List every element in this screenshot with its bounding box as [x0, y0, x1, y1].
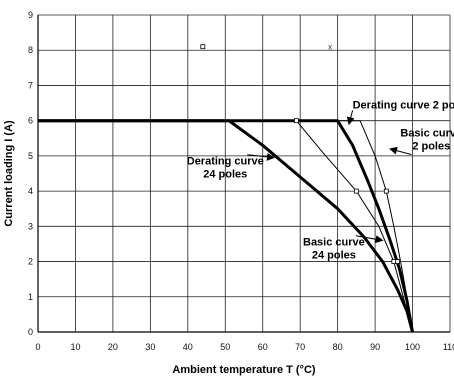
annotation-label: Derating curve 2 poles — [353, 99, 454, 111]
annotation-label: Basic curve 24 poles — [303, 237, 365, 262]
y-tick-label: 2 — [28, 257, 33, 267]
x-axis-title: Ambient temperature T (°C) — [172, 364, 315, 376]
y-axis-title: Current loading I (A) — [3, 120, 15, 227]
y-tick-label: 4 — [28, 186, 33, 196]
annotation-arrow — [349, 110, 353, 124]
x-tick-label: 110 — [443, 342, 454, 352]
x-tick-label: 0 — [35, 342, 40, 352]
data-marker — [294, 119, 298, 123]
x-tick-label: 70 — [295, 342, 305, 352]
data-marker — [384, 189, 388, 193]
stray-mark: x — [328, 43, 332, 52]
annotation-arrow — [390, 149, 411, 155]
annotation-line: Basic curve — [400, 128, 454, 140]
y-tick-label: 3 — [28, 221, 33, 231]
annotation-line: Derating curve — [187, 156, 264, 168]
x-tick-label: 100 — [405, 342, 420, 352]
y-tick-label: 7 — [28, 80, 33, 90]
x-tick-label: 90 — [370, 342, 380, 352]
y-tick-label: 9 — [28, 10, 33, 20]
y-tick-label: 0 — [28, 327, 33, 337]
x-tick-label: 10 — [70, 342, 80, 352]
annotation-line: 24 poles — [312, 250, 356, 262]
x-tick-label: 20 — [108, 342, 118, 352]
x-tick-label: 50 — [220, 342, 230, 352]
x-tick-label: 60 — [258, 342, 268, 352]
data-marker — [201, 45, 205, 49]
x-tick-label: 30 — [145, 342, 155, 352]
x-tick-label: 80 — [333, 342, 343, 352]
tick-label-group: 0 10 20 30 40 50 60 70 80 90 100 110 0 1 2 3 4 5 6 7 8 9 — [28, 10, 454, 352]
annotation-line: Derating curve 2 poles — [353, 99, 454, 111]
annotation-line: Basic curve — [303, 237, 365, 249]
y-tick-label: 6 — [28, 116, 33, 126]
data-marker — [354, 189, 358, 193]
annotation-label: Derating curve 24 poles — [187, 156, 264, 181]
y-tick-label: 5 — [28, 151, 33, 161]
data-marker — [396, 260, 400, 264]
annotation-line: 24 poles — [203, 169, 247, 181]
annotation-line: 2 poles — [412, 141, 450, 153]
x-tick-label: 40 — [183, 342, 193, 352]
y-tick-label: 8 — [28, 45, 33, 55]
y-tick-label: 1 — [28, 292, 33, 302]
